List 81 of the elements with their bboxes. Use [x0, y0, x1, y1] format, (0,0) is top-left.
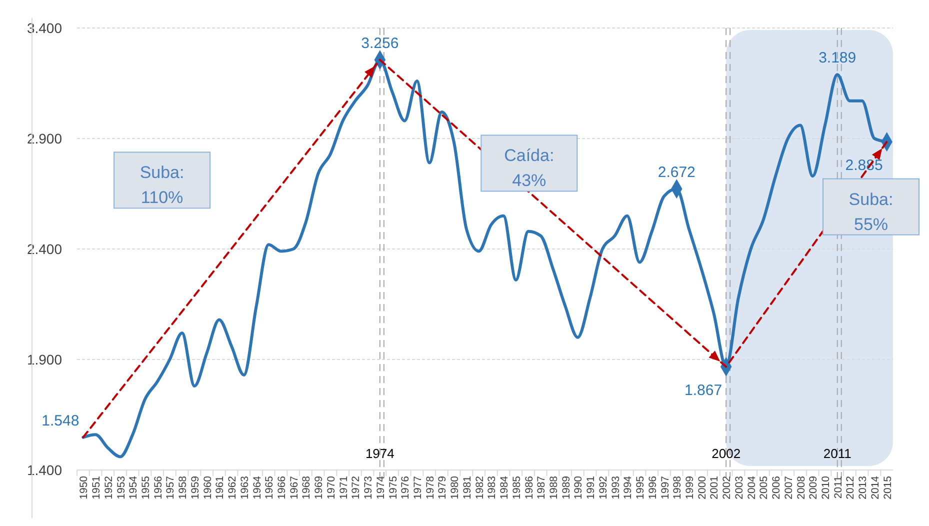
x-tick-label: 1999: [684, 476, 696, 500]
ref-line-label: 2011: [823, 446, 852, 461]
x-tick-label: 1966: [276, 476, 288, 500]
x-tick-label: 1980: [449, 476, 462, 500]
x-tick-label: 1998: [672, 476, 684, 500]
x-tick-label: 2014: [869, 476, 882, 500]
x-tick-label: 1989: [560, 476, 572, 500]
x-tick-label: 1979: [436, 476, 449, 500]
x-tick-label: 1954: [128, 476, 140, 500]
x-tick-label: 1957: [164, 476, 177, 500]
y-tick-label: 2.900: [26, 130, 62, 146]
data-label: 1.867: [684, 382, 722, 399]
x-tick-label: 1997: [659, 476, 672, 500]
x-tick-label: 1952: [102, 476, 115, 500]
x-tick-label: 1988: [548, 476, 560, 500]
data-label: 1.548: [42, 412, 80, 430]
x-tick-label: 1993: [610, 476, 622, 500]
x-tick-label: 1985: [510, 476, 523, 500]
y-tick-label: 2.400: [26, 241, 62, 257]
x-tick-label: 2001: [708, 476, 721, 500]
x-tick-label: 1959: [189, 476, 202, 500]
x-tick-label: 1961: [214, 476, 226, 500]
x-tick-label: 1955: [140, 476, 152, 500]
x-tick-label: 1960: [202, 476, 214, 500]
x-tick-label: 2003: [733, 476, 746, 500]
ref-line-label: 2002: [712, 446, 741, 461]
x-tick-label: 2012: [844, 476, 857, 500]
x-tick-label: 2011: [832, 476, 844, 499]
data-label: 2.885: [845, 156, 883, 174]
x-tick-label: 1981: [461, 476, 474, 500]
x-tick-label: 1964: [251, 476, 264, 500]
x-tick-label: 1956: [152, 476, 164, 500]
data-label: 3.256: [361, 34, 399, 52]
annotation: Suba: 55%: [848, 190, 894, 234]
annotation: Suba: 110%: [140, 163, 184, 208]
x-tick-label: 1972: [350, 476, 362, 500]
x-tick-label: 2009: [808, 476, 820, 500]
x-tick-label: 1983: [486, 476, 498, 500]
x-tick-label: 1974: [374, 476, 387, 500]
x-tick-label: 1991: [585, 476, 598, 500]
x-tick-label: 1996: [646, 476, 659, 500]
x-tick-label: 1982: [474, 476, 486, 500]
x-tick-label: 1978: [424, 476, 436, 500]
x-tick-label: 1992: [597, 476, 610, 500]
x-tick-label: 1986: [523, 476, 536, 500]
x-tick-label: 1953: [115, 476, 128, 500]
x-tick-label: 1971: [338, 476, 350, 500]
x-tick-label: 1969: [313, 476, 326, 500]
annotation: Caída: 43%: [504, 146, 554, 190]
x-tick-label: 1965: [264, 476, 276, 500]
x-tick-label: 1995: [634, 476, 647, 500]
x-tick-label: 1967: [288, 476, 300, 500]
x-tick-label: 2010: [820, 476, 832, 500]
x-tick-label: 2004: [746, 476, 758, 500]
x-tick-label: 2015: [882, 476, 894, 500]
x-tick-label: 2000: [696, 476, 708, 500]
ref-line-label: 1974: [365, 446, 394, 461]
x-tick-label: 1990: [572, 476, 585, 500]
x-tick-label: 1970: [325, 476, 338, 500]
x-tick-label: 2008: [795, 476, 808, 500]
x-tick-label: 1976: [400, 476, 412, 500]
x-tick-label: 1973: [362, 476, 375, 500]
data-label: 2.672: [658, 164, 696, 181]
x-tick-label: 1963: [238, 476, 251, 500]
x-tick-label: 2007: [782, 476, 795, 500]
y-tick-label: 3.400: [26, 20, 62, 36]
x-tick-label: 2005: [758, 476, 770, 500]
x-tick-label: 1984: [498, 476, 511, 500]
x-tick-label: 1950: [78, 476, 90, 500]
x-tick-label: 2006: [770, 476, 783, 500]
x-tick-label: 1975: [387, 476, 400, 500]
x-tick-label: 1977: [412, 476, 424, 500]
x-tick-label: 1994: [622, 476, 634, 500]
x-tick-label: 1951: [90, 476, 103, 500]
data-label: 3.189: [818, 50, 856, 67]
x-tick-label: 2002: [721, 476, 734, 500]
x-tick-label: 1968: [300, 476, 313, 500]
x-tick-label: 1987: [536, 476, 548, 500]
x-tick-label: 1958: [177, 476, 190, 500]
x-tick-label: 1962: [226, 476, 239, 500]
x-tick-label: 2013: [857, 476, 870, 500]
